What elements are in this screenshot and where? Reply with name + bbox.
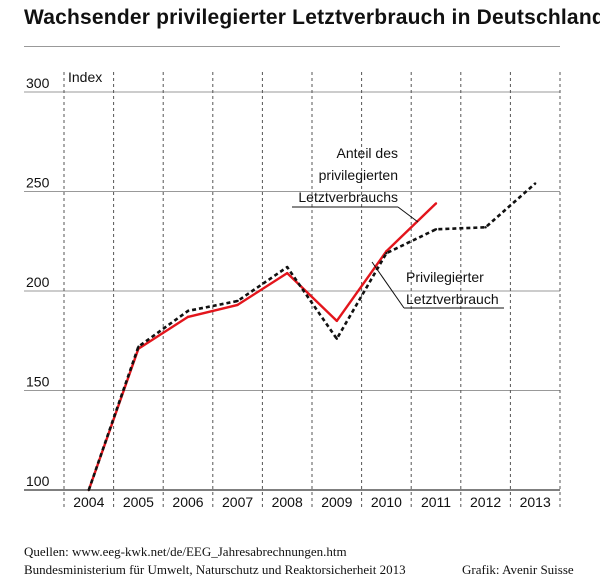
data-point (335, 337, 338, 340)
data-point (434, 202, 438, 205)
data-point (434, 228, 438, 231)
data-point (87, 488, 91, 492)
title-rule (24, 46, 560, 47)
data-point (385, 250, 388, 253)
series-layer (87, 182, 537, 492)
data-point (186, 309, 190, 313)
y-tick-label: 250 (26, 175, 50, 191)
x-tick-label: 2009 (321, 494, 352, 510)
series-line-1 (87, 202, 437, 491)
y-tick-label: 200 (26, 274, 50, 290)
graphic-credit: Grafik: Avenir Suisse (462, 562, 574, 577)
data-point (335, 319, 338, 323)
x-tick-label: 2005 (123, 494, 154, 510)
y-tick-label: 100 (26, 473, 50, 489)
series-label-red-line-3: Letztverbrauchs (298, 189, 398, 205)
x-tick-label: 2006 (172, 494, 203, 510)
series-label-red-line-1: Anteil des (337, 145, 398, 161)
x-tick-label: 2008 (272, 494, 303, 510)
axis-layer: 100 150 200 250 300 2004 2005 2006 2007 2008 2009 2… (26, 69, 551, 510)
data-point (286, 265, 289, 269)
grid-layer (24, 72, 561, 510)
data-point (286, 271, 289, 275)
data-point (236, 303, 239, 307)
data-point (534, 182, 537, 185)
data-point (236, 299, 239, 303)
x-tick-label: 2007 (222, 494, 253, 510)
data-point (385, 251, 388, 255)
series-label-red-line-2: privilegierten (319, 167, 398, 183)
chart-title: Wachsender privilegierter Letztverbrauch… (24, 6, 600, 29)
label-leader-black (371, 261, 405, 309)
series-line-2 (87, 182, 537, 491)
data-point (186, 315, 190, 319)
x-tick-label: 2012 (470, 494, 501, 510)
data-point (137, 345, 140, 348)
y-tick-label: 300 (26, 75, 50, 91)
label-layer: Anteil des privilegierten Letztverbrauchs P… (292, 145, 504, 309)
series-label-black-line-1: Privilegierter (406, 269, 484, 285)
source-line-1: Quellen: www.eeg-kwk.net/de/EEG_Jahresab… (24, 544, 347, 559)
x-tick-label: 2013 (520, 494, 551, 510)
source-line-2: Bundesministerium für Umwelt, Naturschut… (24, 562, 406, 577)
x-tick-label: 2010 (371, 494, 402, 510)
x-tick-label: 2004 (73, 494, 104, 510)
data-point (484, 226, 487, 229)
y-tick-label: 150 (26, 374, 50, 390)
label-leader-red (397, 206, 419, 223)
y-axis-label: Index (68, 69, 102, 85)
x-tick-label: 2011 (421, 494, 451, 510)
series-label-black-line-2: Letztverbrauch (406, 291, 499, 307)
